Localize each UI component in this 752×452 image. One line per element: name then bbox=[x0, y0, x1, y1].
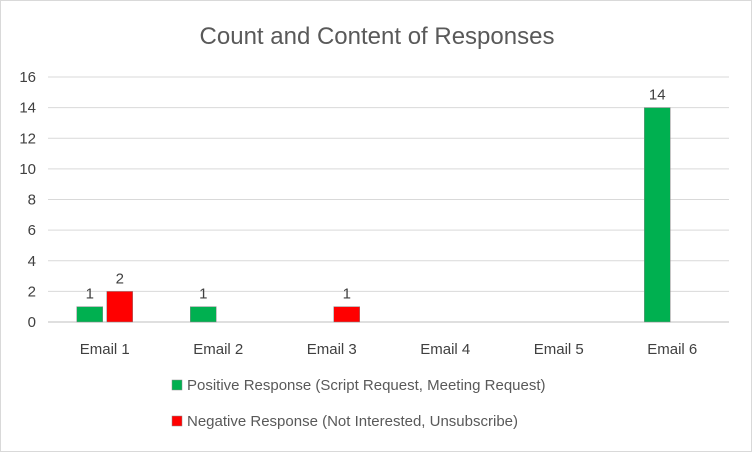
y-tick-label: 16 bbox=[19, 69, 36, 86]
legend-label: Negative Response (Not Interested, Unsub… bbox=[187, 413, 518, 430]
bar-positive bbox=[76, 306, 103, 323]
y-axis: 0 2 4 6 8 10 12 14 16 bbox=[19, 69, 36, 331]
y-tick-label: 0 bbox=[28, 314, 36, 331]
y-tick-label: 8 bbox=[28, 192, 36, 209]
chart-title: Count and Content of Responses bbox=[200, 23, 555, 50]
legend-label: Positive Response (Script Request, Meeti… bbox=[187, 377, 546, 394]
x-tick-label: Email 5 bbox=[534, 341, 584, 358]
bar-negative bbox=[106, 291, 133, 323]
bar-positive bbox=[644, 107, 671, 323]
y-tick-label: 6 bbox=[28, 222, 36, 239]
x-tick-label: Email 2 bbox=[193, 341, 243, 358]
legend-swatch-negative bbox=[171, 415, 183, 427]
legend-swatch-positive bbox=[171, 379, 183, 391]
bars bbox=[76, 107, 671, 323]
x-axis: Email 1 Email 2 Email 3 Email 4 Email 5 Email… bbox=[80, 341, 698, 358]
data-label: 1 bbox=[199, 286, 207, 303]
x-tick-label: Email 3 bbox=[307, 341, 357, 358]
bar-negative bbox=[333, 306, 360, 323]
gridlines bbox=[48, 76, 729, 323]
data-label: 2 bbox=[116, 270, 124, 287]
data-label: 14 bbox=[649, 87, 666, 104]
data-labels: 1 2 1 1 14 bbox=[86, 87, 666, 303]
legend: Positive Response (Script Request, Meeti… bbox=[171, 377, 546, 430]
y-tick-label: 4 bbox=[28, 253, 36, 270]
y-tick-label: 14 bbox=[19, 100, 36, 117]
data-label: 1 bbox=[86, 286, 94, 303]
x-tick-label: Email 4 bbox=[420, 341, 470, 358]
y-tick-label: 10 bbox=[19, 161, 36, 178]
x-tick-label: Email 1 bbox=[80, 341, 130, 358]
y-tick-label: 2 bbox=[28, 283, 36, 300]
y-tick-label: 12 bbox=[19, 130, 36, 147]
data-label: 1 bbox=[343, 286, 351, 303]
x-tick-label: Email 6 bbox=[647, 341, 697, 358]
bar-positive bbox=[190, 306, 217, 323]
